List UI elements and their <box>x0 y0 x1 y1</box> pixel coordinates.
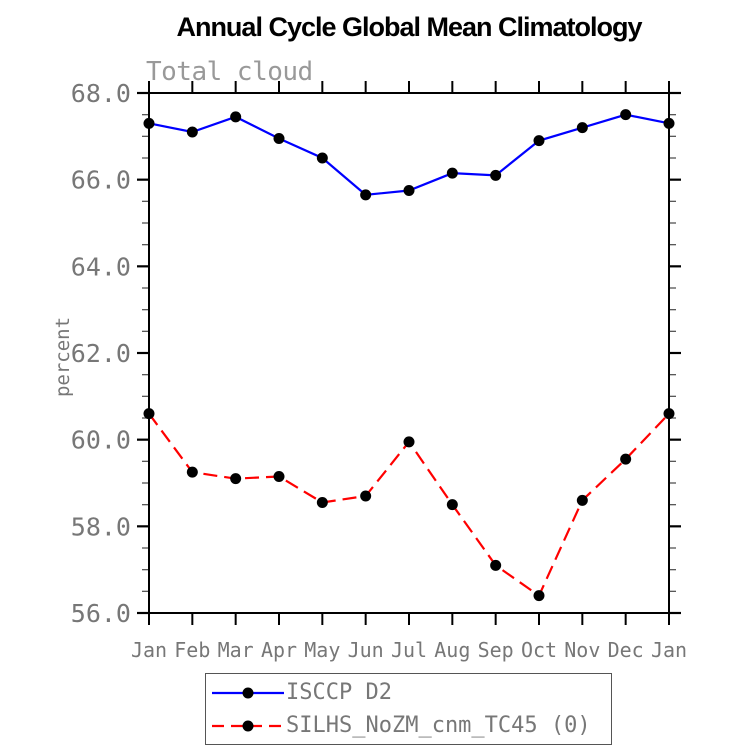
x-axis-ticks: Jan Feb Mar Apr May Jun Jul Aug Sep Oct Nov Dec Jan <box>131 81 687 662</box>
data-point <box>403 185 415 196</box>
legend-marker-dot <box>242 720 254 731</box>
y-axis-title: percent <box>52 316 74 398</box>
legend-item-silhs: SILHS_NoZM_cnm_TC45 (0) <box>206 710 611 742</box>
y-tick-label: 64.0 <box>71 252 131 281</box>
data-point <box>490 169 502 181</box>
data-point <box>620 109 632 121</box>
data-point <box>316 152 328 164</box>
x-tick-label: Feb <box>174 638 210 662</box>
legend-marker-dot <box>242 687 254 698</box>
legend-dashed-line-icon <box>212 720 284 731</box>
x-tick-label: Jan <box>131 638 167 662</box>
legend-solid-line-icon <box>212 687 284 698</box>
data-point <box>663 408 675 420</box>
x-tick-label: Jun <box>348 638 384 662</box>
y-axis-major-ticks: 56.0 58.0 60.0 62.0 64.0 66.0 68.0 <box>71 79 681 628</box>
y-tick-label: 66.0 <box>71 166 131 195</box>
data-point <box>490 559 502 571</box>
plot-frame <box>148 92 670 614</box>
data-point <box>316 497 328 508</box>
data-point <box>360 490 372 502</box>
data-point <box>273 471 285 482</box>
chart-subtitle: Total cloud <box>146 57 313 87</box>
data-point <box>576 494 588 506</box>
data-point <box>403 436 415 448</box>
series-line-0 <box>148 113 670 196</box>
y-tick-label: 56.0 <box>71 599 131 628</box>
x-tick-label: Jul <box>391 638 427 662</box>
y-tick-label: 58.0 <box>71 512 131 541</box>
data-point <box>533 590 545 602</box>
legend-item-isccp: ISCCP D2 <box>206 677 611 709</box>
x-tick-label: Apr <box>261 638 297 662</box>
data-point <box>143 408 155 420</box>
data-point <box>230 473 242 485</box>
legend-box: ISCCP D2 SILHS_NoZM_cnm_TC45 (0) <box>205 673 612 745</box>
x-tick-label: Mar <box>218 638 254 662</box>
y-tick-label: 62.0 <box>71 339 131 368</box>
data-point <box>230 111 242 123</box>
x-tick-label: May <box>304 638 340 662</box>
x-tick-label: Nov <box>564 638 600 662</box>
data-point <box>186 466 198 478</box>
data-point <box>663 117 675 129</box>
y-tick-label: 60.0 <box>71 426 131 455</box>
y-tick-label: 68.0 <box>71 79 131 108</box>
x-tick-label: Jan <box>651 638 687 662</box>
data-point <box>533 135 545 147</box>
data-point <box>360 189 372 201</box>
chart-title: Annual Cycle Global Mean Climatology <box>176 12 642 42</box>
data-point <box>186 126 198 138</box>
data-point <box>143 117 155 129</box>
data-point <box>446 167 458 179</box>
x-tick-label: Sep <box>478 638 514 662</box>
x-tick-label: Dec <box>608 638 644 662</box>
data-point <box>446 499 458 511</box>
x-tick-label: Oct <box>521 638 557 662</box>
data-point <box>273 133 285 144</box>
data-point <box>620 453 632 465</box>
legend-label: ISCCP D2 <box>286 679 392 705</box>
legend-label: SILHS_NoZM_cnm_TC45 (0) <box>286 712 591 738</box>
data-point <box>576 122 588 134</box>
x-tick-label: Aug <box>434 638 470 662</box>
